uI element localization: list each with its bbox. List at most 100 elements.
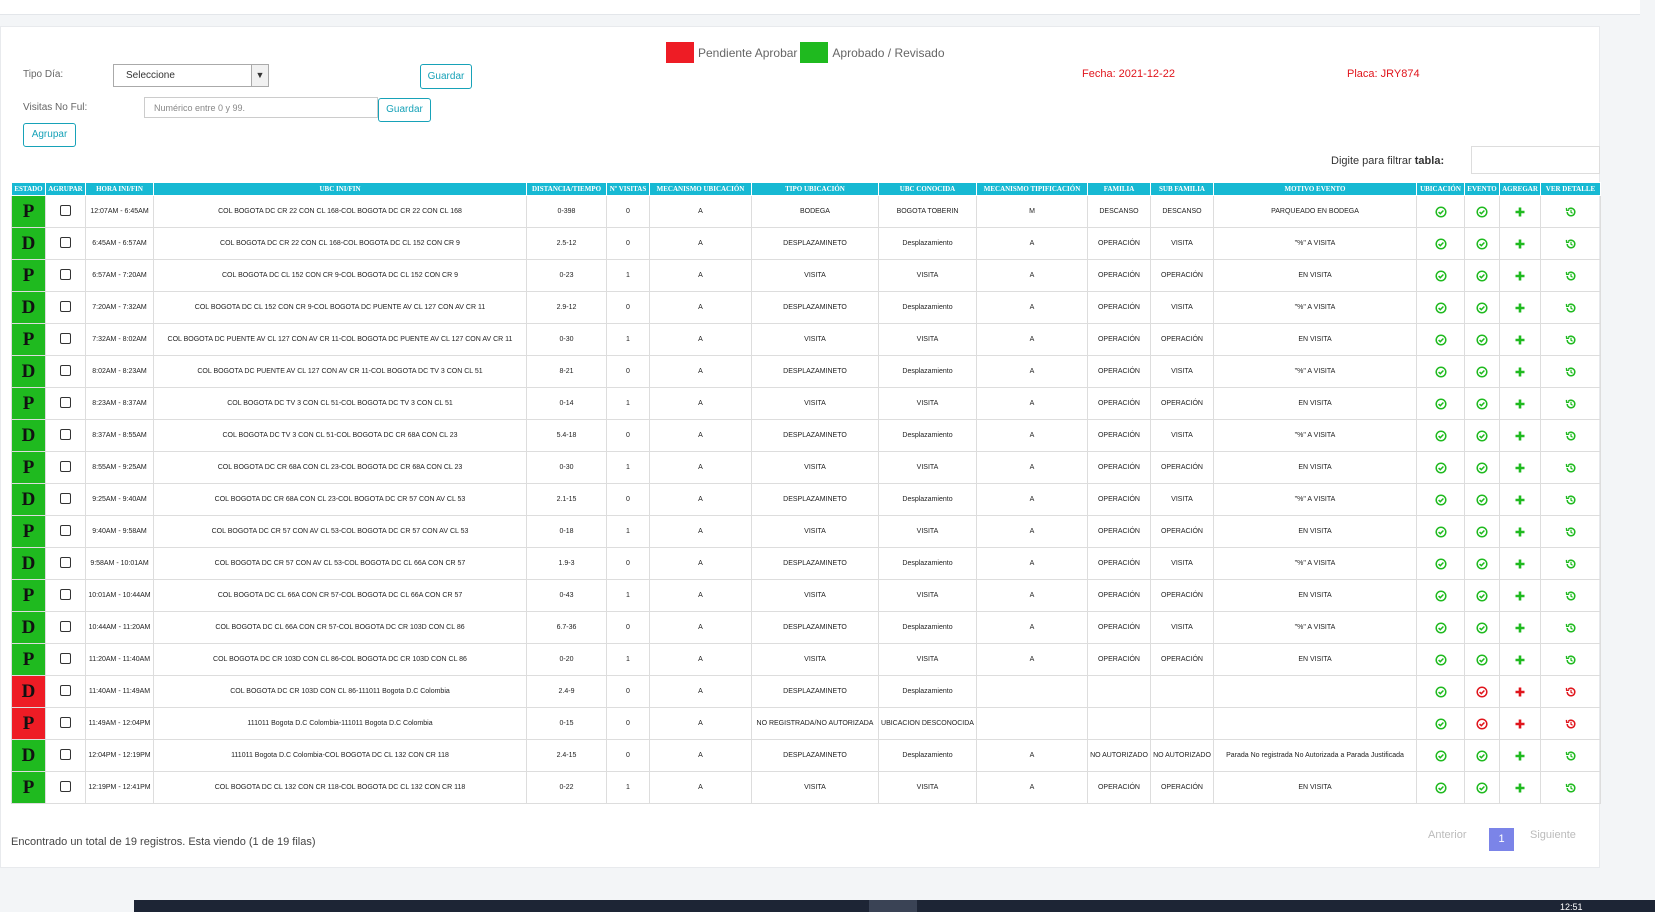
- history-icon[interactable]: [1565, 462, 1577, 474]
- plus-icon[interactable]: [1514, 750, 1526, 762]
- check-circle-icon[interactable]: [1476, 493, 1488, 506]
- plus-icon[interactable]: [1514, 590, 1526, 602]
- check-circle-icon[interactable]: [1476, 429, 1488, 442]
- check-circle-icon[interactable]: [1434, 461, 1447, 474]
- plus-icon[interactable]: [1514, 718, 1526, 730]
- plus-icon[interactable]: [1514, 302, 1526, 314]
- agrupar-checkbox[interactable]: [60, 685, 71, 696]
- plus-icon[interactable]: [1514, 462, 1526, 474]
- plus-icon[interactable]: [1514, 782, 1526, 794]
- plus-icon[interactable]: [1514, 654, 1526, 666]
- history-icon[interactable]: [1565, 334, 1577, 346]
- check-circle-icon[interactable]: [1476, 525, 1488, 538]
- page-1-button[interactable]: 1: [1489, 828, 1514, 851]
- check-circle-icon[interactable]: [1434, 557, 1447, 570]
- plus-icon[interactable]: [1514, 270, 1526, 282]
- guardar-tipo-dia-button[interactable]: Guardar: [420, 64, 472, 89]
- history-icon[interactable]: [1565, 558, 1577, 570]
- history-icon[interactable]: [1565, 654, 1577, 666]
- check-circle-icon[interactable]: [1476, 301, 1488, 314]
- check-circle-icon[interactable]: [1434, 749, 1447, 762]
- agrupar-checkbox[interactable]: [60, 781, 71, 792]
- plus-icon[interactable]: [1514, 398, 1526, 410]
- plus-icon[interactable]: [1514, 206, 1526, 218]
- check-circle-icon[interactable]: [1476, 717, 1488, 730]
- check-circle-icon[interactable]: [1434, 269, 1447, 282]
- plus-icon[interactable]: [1514, 366, 1526, 378]
- plus-icon[interactable]: [1514, 494, 1526, 506]
- agrupar-checkbox[interactable]: [60, 365, 71, 376]
- check-circle-icon[interactable]: [1434, 621, 1447, 634]
- check-circle-icon[interactable]: [1476, 589, 1488, 602]
- check-circle-icon[interactable]: [1476, 557, 1488, 570]
- history-icon[interactable]: [1565, 206, 1577, 218]
- agrupar-button[interactable]: Agrupar: [23, 123, 76, 147]
- check-circle-icon[interactable]: [1434, 301, 1447, 314]
- agrupar-checkbox[interactable]: [60, 557, 71, 568]
- check-circle-icon[interactable]: [1434, 237, 1447, 250]
- history-icon[interactable]: [1565, 750, 1577, 762]
- history-icon[interactable]: [1565, 270, 1577, 282]
- plus-icon[interactable]: [1514, 686, 1526, 698]
- visitas-input[interactable]: Numérico entre 0 y 99.: [144, 97, 378, 118]
- check-circle-icon[interactable]: [1434, 685, 1447, 698]
- plus-icon[interactable]: [1514, 622, 1526, 634]
- check-circle-icon[interactable]: [1434, 365, 1447, 378]
- agrupar-checkbox[interactable]: [60, 397, 71, 408]
- plus-icon[interactable]: [1514, 526, 1526, 538]
- check-circle-icon[interactable]: [1476, 365, 1488, 378]
- plus-icon[interactable]: [1514, 558, 1526, 570]
- agrupar-checkbox[interactable]: [60, 429, 71, 440]
- check-circle-icon[interactable]: [1476, 269, 1488, 282]
- history-icon[interactable]: [1565, 718, 1577, 730]
- check-circle-icon[interactable]: [1434, 493, 1447, 506]
- agrupar-checkbox[interactable]: [60, 493, 71, 504]
- check-circle-icon[interactable]: [1476, 749, 1488, 762]
- check-circle-icon[interactable]: [1476, 397, 1488, 410]
- agrupar-checkbox[interactable]: [60, 717, 71, 728]
- agrupar-checkbox[interactable]: [60, 461, 71, 472]
- plus-icon[interactable]: [1514, 238, 1526, 250]
- check-circle-icon[interactable]: [1476, 333, 1488, 346]
- history-icon[interactable]: [1565, 302, 1577, 314]
- taskbar-active-app[interactable]: [869, 900, 917, 912]
- history-icon[interactable]: [1565, 782, 1577, 794]
- agrupar-checkbox[interactable]: [60, 269, 71, 280]
- agrupar-checkbox[interactable]: [60, 237, 71, 248]
- check-circle-icon[interactable]: [1434, 525, 1447, 538]
- history-icon[interactable]: [1565, 398, 1577, 410]
- check-circle-icon[interactable]: [1476, 461, 1488, 474]
- check-circle-icon[interactable]: [1434, 333, 1447, 346]
- agrupar-checkbox[interactable]: [60, 301, 71, 312]
- history-icon[interactable]: [1565, 622, 1577, 634]
- check-circle-icon[interactable]: [1434, 717, 1447, 730]
- history-icon[interactable]: [1565, 238, 1577, 250]
- agrupar-checkbox[interactable]: [60, 749, 71, 760]
- next-page-button[interactable]: Siguiente: [1530, 829, 1576, 841]
- prev-page-button[interactable]: Anterior: [1428, 829, 1467, 841]
- check-circle-icon[interactable]: [1476, 781, 1488, 794]
- plus-icon[interactable]: [1514, 334, 1526, 346]
- history-icon[interactable]: [1565, 590, 1577, 602]
- check-circle-icon[interactable]: [1476, 205, 1488, 218]
- check-circle-icon[interactable]: [1434, 781, 1447, 794]
- agrupar-checkbox[interactable]: [60, 333, 71, 344]
- history-icon[interactable]: [1565, 494, 1577, 506]
- history-icon[interactable]: [1565, 430, 1577, 442]
- history-icon[interactable]: [1565, 526, 1577, 538]
- check-circle-icon[interactable]: [1434, 205, 1447, 218]
- agrupar-checkbox[interactable]: [60, 205, 71, 216]
- check-circle-icon[interactable]: [1476, 653, 1488, 666]
- agrupar-checkbox[interactable]: [60, 525, 71, 536]
- guardar-visitas-button[interactable]: Guardar: [378, 98, 431, 122]
- check-circle-icon[interactable]: [1434, 653, 1447, 666]
- check-circle-icon[interactable]: [1476, 237, 1488, 250]
- agrupar-checkbox[interactable]: [60, 653, 71, 664]
- plus-icon[interactable]: [1514, 430, 1526, 442]
- check-circle-icon[interactable]: [1434, 589, 1447, 602]
- filter-input[interactable]: [1471, 146, 1600, 174]
- check-circle-icon[interactable]: [1434, 397, 1447, 410]
- check-circle-icon[interactable]: [1476, 685, 1488, 698]
- history-icon[interactable]: [1565, 366, 1577, 378]
- history-icon[interactable]: [1565, 686, 1577, 698]
